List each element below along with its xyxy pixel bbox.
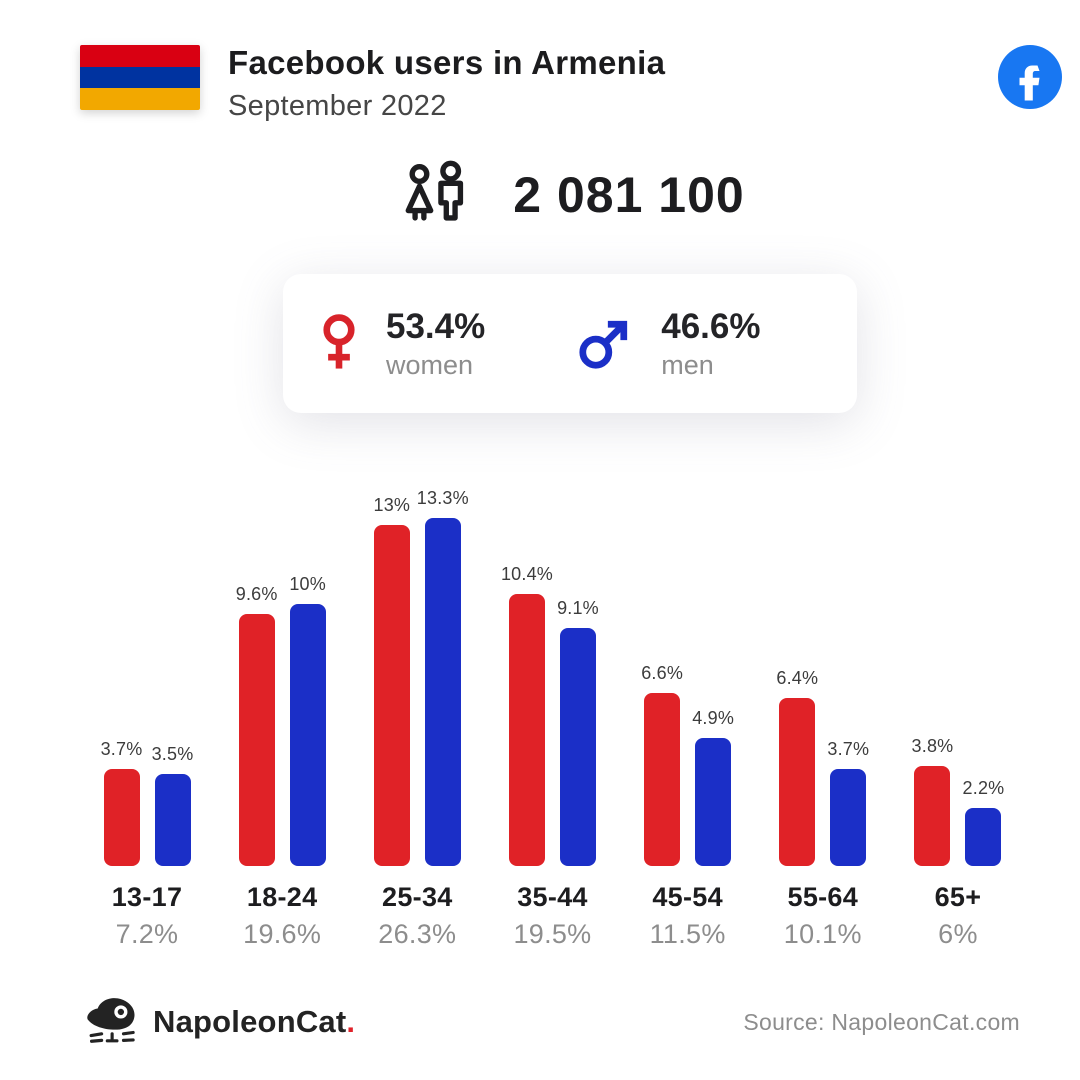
brand-name: NapoleonCat. [153, 1004, 356, 1039]
page-title: Facebook users in Armenia [228, 44, 666, 81]
bar-women [103, 769, 140, 866]
bar-value-label: 10% [289, 574, 326, 594]
female-icon [323, 313, 355, 369]
bar-column-men: 3.5% [151, 744, 194, 866]
age-group: 13% 13.3% 25-34 26.3% [365, 476, 469, 950]
age-label: 55-64 [787, 882, 859, 912]
bar-pair: 10.4% 9.1% [501, 476, 599, 866]
age-group: 6.6% 4.9% 45-54 11.5% [636, 476, 740, 950]
bar-value-label: 10.4% [500, 564, 553, 584]
bar-value-label: 9.1% [557, 598, 599, 618]
bar-pair: 13% 13.3% [374, 476, 469, 866]
age-label: 45-54 [652, 882, 723, 912]
bar-value-label: 6.4% [776, 668, 819, 688]
bar-column-women: 9.6% [235, 584, 278, 866]
men-label: men [661, 349, 714, 380]
bar-women [644, 693, 681, 866]
men-percent: 46.6% [661, 306, 761, 346]
age-total-label: 11.5% [649, 919, 726, 949]
source-text: Source: NapoleonCat.com [743, 1008, 1020, 1035]
bar-value-label: 4.9% [692, 708, 735, 728]
bar-column-men: 4.9% [692, 708, 735, 866]
footer: NapoleonCat. Source: NapoleonCat.com [85, 992, 1020, 1052]
age-group: 3.8% 2.2% 65+ 6% [906, 476, 1010, 950]
napoleoncat-logo: NapoleonCat. [85, 992, 355, 1052]
bar-column-women: 6.6% [641, 663, 684, 866]
bar-value-label: 6.6% [641, 663, 684, 683]
bar-pair: 6.6% 4.9% [641, 476, 735, 866]
age-total-label: 6% [938, 919, 978, 949]
age-group: 3.7% 3.5% 13-17 7.2% [95, 476, 199, 950]
age-label: 35-44 [517, 882, 588, 912]
bar-value-label: 3.7% [827, 739, 870, 759]
women-stat: 53.4% women [322, 309, 485, 379]
age-group: 9.6% 10% 18-24 19.6% [230, 476, 334, 950]
age-group: 10.4% 9.1% 35-44 19.5% [500, 476, 604, 950]
men-stat: 46.6% men [577, 306, 761, 380]
bar-value-label: 3.7% [100, 739, 143, 759]
bar-value-label: 13% [373, 495, 411, 515]
bar-column-women: 3.8% [912, 737, 953, 866]
bar-men [559, 628, 596, 866]
header: Facebook users in Armenia September 2022 [80, 44, 1062, 123]
brand-dot: . [346, 1004, 356, 1039]
bar-men [695, 738, 732, 866]
age-total-label: 26.3% [378, 919, 457, 949]
bar-pair: 3.8% 2.2% [912, 476, 1004, 866]
age-label: 18-24 [246, 882, 318, 912]
page-subtitle: September 2022 [228, 90, 447, 123]
age-bar-chart: 3.7% 3.5% 13-17 7.2% 9.6% 10% 18-24 19.6% 13% 13.… [95, 476, 1010, 950]
bar-column-women: 10.4% [501, 565, 553, 866]
people-icon [405, 160, 464, 221]
women-label: women [386, 349, 474, 380]
women-percent: 53.4% [386, 306, 486, 346]
bar-men [154, 774, 191, 866]
bar-women [373, 525, 410, 866]
bar-women [914, 766, 951, 866]
bar-men [289, 604, 326, 866]
bar-column-men: 13.3% [417, 489, 469, 866]
total-users-value: 2 081 100 [513, 167, 745, 223]
bar-women [508, 594, 545, 866]
age-label: 25-34 [382, 882, 453, 912]
gender-card: 53.4% women 46.6% men [283, 274, 857, 413]
age-total-label: 7.2% [115, 919, 179, 949]
bar-men [965, 808, 1002, 866]
bar-column-women: 3.7% [100, 739, 143, 866]
bar-value-label: 9.6% [235, 584, 278, 604]
bar-women [238, 614, 275, 866]
bar-column-men: 9.1% [557, 598, 599, 866]
bar-pair: 3.7% 3.5% [100, 476, 194, 866]
facebook-icon [998, 45, 1062, 109]
age-group: 6.4% 3.7% 55-64 10.1% [771, 476, 875, 950]
armenia-flag-icon [80, 45, 200, 110]
age-label: 13-17 [111, 882, 183, 912]
bar-value-label: 3.8% [911, 736, 954, 756]
total-users: 2 081 100 [0, 160, 1080, 230]
title-block: Facebook users in Armenia September 2022 [228, 44, 998, 123]
bar-column-men: 3.7% [827, 739, 870, 866]
bar-pair: 6.4% 3.7% [776, 476, 870, 866]
bar-value-label: 3.5% [151, 744, 194, 764]
bar-women [779, 698, 816, 866]
age-label: 65+ [934, 882, 982, 912]
bar-value-label: 2.2% [962, 778, 1005, 798]
male-icon [579, 320, 628, 369]
bar-column-men: 2.2% [963, 779, 1004, 866]
age-total-label: 19.6% [243, 919, 322, 949]
bar-pair: 9.6% 10% [235, 476, 326, 866]
bar-men [424, 518, 461, 866]
age-total-label: 10.1% [783, 919, 862, 949]
bar-men [830, 769, 867, 866]
bar-column-women: 13% [374, 496, 410, 866]
age-total-label: 19.5% [513, 919, 592, 949]
napoleoncat-logo-icon [87, 998, 135, 1043]
bar-column-women: 6.4% [776, 668, 819, 866]
bar-column-men: 10% [289, 574, 326, 866]
bar-value-label: 13.3% [416, 488, 469, 508]
